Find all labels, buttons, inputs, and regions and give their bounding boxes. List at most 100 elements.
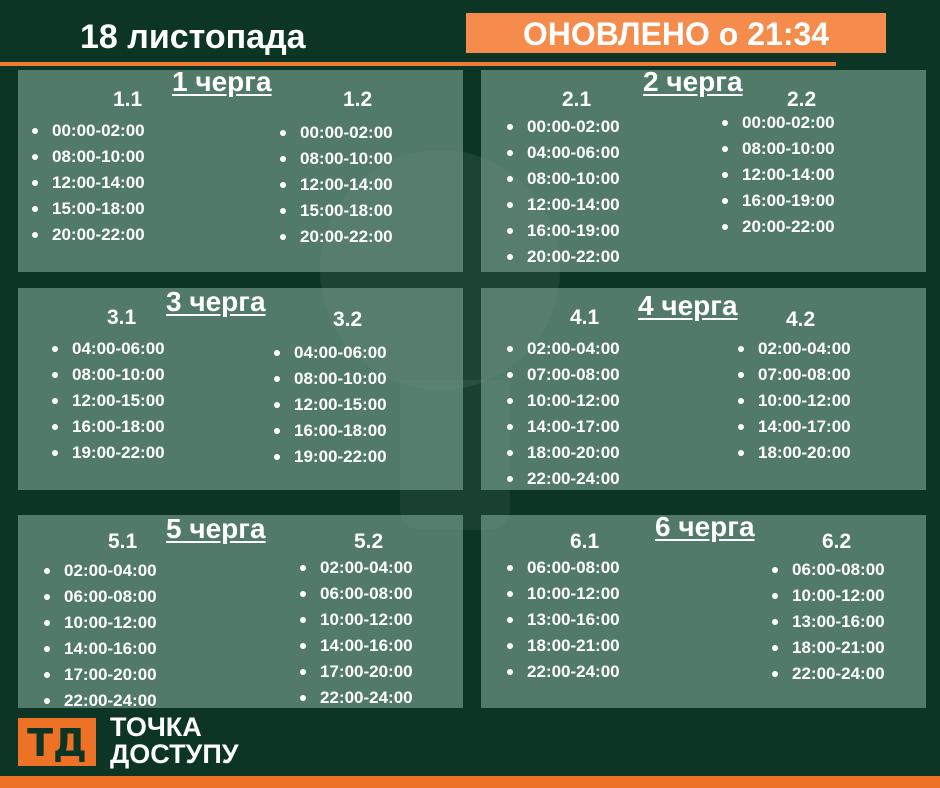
- outage-time-item: 17:00-20:00: [44, 662, 157, 688]
- subqueue-label: 5.2: [354, 530, 384, 553]
- outage-time-item: 12:00-14:00: [507, 192, 620, 218]
- outage-time-item: 08:00-10:00: [52, 362, 165, 388]
- outage-time-item: 06:00-08:00: [507, 555, 620, 581]
- outage-time-item: 08:00-10:00: [32, 144, 145, 170]
- outage-time-item: 10:00-12:00: [44, 610, 157, 636]
- outage-time-item: 10:00-12:00: [772, 583, 885, 609]
- outage-time-item: 18:00-20:00: [507, 440, 620, 466]
- outage-time-item: 12:00-15:00: [52, 388, 165, 414]
- outage-time-item: 12:00-14:00: [722, 162, 835, 188]
- outage-time-list: 04:00-06:00 08:00-10:00 12:00-15:00 16:00-1…: [274, 340, 387, 470]
- queue-title: 2 черга: [643, 66, 743, 97]
- outage-time-item: 18:00-21:00: [507, 633, 620, 659]
- subqueue-label: 4.1: [570, 306, 600, 329]
- outage-time-item: 04:00-06:00: [274, 340, 387, 366]
- outage-time-list: 04:00-06:00 08:00-10:00 12:00-15:00 16:00-1…: [52, 336, 165, 466]
- logo-mark: ТД: [18, 718, 96, 766]
- outage-time-item: 18:00-20:00: [738, 440, 851, 466]
- outage-time-item: 14:00-16:00: [44, 636, 157, 662]
- outage-time-list: 02:00-04:00 07:00-08:00 10:00-12:00 14:00-1…: [738, 336, 851, 466]
- outage-time-list: 00:00-02:00 08:00-10:00 12:00-14:00 15:00-1…: [32, 118, 145, 248]
- subqueue-label: 2.2: [787, 88, 817, 111]
- outage-time-item: 10:00-12:00: [507, 388, 620, 414]
- outage-time-item: 10:00-12:00: [507, 581, 620, 607]
- outage-time-item: 04:00-06:00: [507, 140, 620, 166]
- queue-title: 3 черга: [166, 286, 266, 317]
- outage-time-list: 00:00-02:00 08:00-10:00 12:00-14:00 16:00-1…: [722, 110, 835, 240]
- outage-time-item: 17:00-20:00: [300, 659, 413, 685]
- outage-time-item: 18:00-21:00: [772, 635, 885, 661]
- outage-time-item: 14:00-17:00: [738, 414, 851, 440]
- outage-time-item: 16:00-19:00: [507, 218, 620, 244]
- outage-time-item: 00:00-02:00: [507, 114, 620, 140]
- outage-time-item: 12:00-14:00: [280, 172, 393, 198]
- outage-time-item: 07:00-08:00: [507, 362, 620, 388]
- outage-time-item: 08:00-10:00: [722, 136, 835, 162]
- queue-panel-3: [18, 288, 463, 490]
- outage-time-item: 20:00-22:00: [280, 224, 393, 250]
- logo-line-1: ТОЧКА: [110, 712, 202, 742]
- outage-time-item: 00:00-02:00: [722, 110, 835, 136]
- outage-time-item: 04:00-06:00: [52, 336, 165, 362]
- outage-time-item: 16:00-18:00: [274, 418, 387, 444]
- outage-time-list: 02:00-04:00 07:00-08:00 10:00-12:00 14:00-1…: [507, 336, 620, 492]
- outage-time-item: 08:00-10:00: [507, 166, 620, 192]
- outage-time-item: 22:00-24:00: [772, 661, 885, 687]
- outage-time-item: 12:00-14:00: [32, 170, 145, 196]
- outage-time-item: 12:00-15:00: [274, 392, 387, 418]
- outage-time-item: 20:00-22:00: [722, 214, 835, 240]
- outage-time-item: 16:00-18:00: [52, 414, 165, 440]
- outage-time-item: 10:00-12:00: [738, 388, 851, 414]
- queue-panel-2: [481, 70, 926, 272]
- outage-time-item: 13:00-16:00: [507, 607, 620, 633]
- outage-time-list: 00:00-02:00 08:00-10:00 12:00-14:00 15:00-1…: [280, 120, 393, 250]
- outage-time-item: 22:00-24:00: [507, 659, 620, 685]
- subqueue-label: 1.2: [343, 88, 373, 111]
- outage-time-item: 00:00-02:00: [280, 120, 393, 146]
- queue-title: 1 черга: [172, 66, 272, 97]
- outage-time-list: 02:00-04:00 06:00-08:00 10:00-12:00 14:00-1…: [300, 555, 413, 711]
- outage-time-item: 15:00-18:00: [280, 198, 393, 224]
- logo-text: ТОЧКА ДОСТУПУ: [110, 714, 239, 768]
- outage-time-item: 16:00-19:00: [722, 188, 835, 214]
- outage-time-item: 14:00-16:00: [300, 633, 413, 659]
- outage-time-item: 02:00-04:00: [738, 336, 851, 362]
- outage-time-item: 07:00-08:00: [738, 362, 851, 388]
- subqueue-label: 6.2: [822, 530, 852, 553]
- outage-time-item: 06:00-08:00: [772, 557, 885, 583]
- outage-time-item: 22:00-24:00: [507, 466, 620, 492]
- bottom-bar: [0, 776, 940, 788]
- outage-time-item: 14:00-17:00: [507, 414, 620, 440]
- outage-time-item: 02:00-04:00: [300, 555, 413, 581]
- outage-time-item: 08:00-10:00: [274, 366, 387, 392]
- outage-time-item: 02:00-04:00: [44, 558, 157, 584]
- outage-time-item: 13:00-16:00: [772, 609, 885, 635]
- outage-time-list: 06:00-08:00 10:00-12:00 13:00-16:00 18:00-2…: [507, 555, 620, 685]
- outage-time-item: 19:00-22:00: [52, 440, 165, 466]
- subqueue-label: 2.1: [562, 88, 592, 111]
- queue-panel-1: [18, 70, 463, 272]
- outage-time-item: 20:00-22:00: [32, 222, 145, 248]
- outage-time-item: 22:00-24:00: [44, 688, 157, 714]
- outage-time-item: 15:00-18:00: [32, 196, 145, 222]
- subqueue-label: 3.2: [333, 308, 363, 331]
- subqueue-label: 6.1: [570, 530, 600, 553]
- queue-title: 4 черга: [638, 290, 738, 321]
- queue-panel-5: [18, 515, 463, 708]
- queue-panel-6: [481, 515, 926, 708]
- subqueue-label: 3.1: [107, 306, 137, 329]
- date-title: 18 листопада: [80, 18, 306, 56]
- outage-time-list: 00:00-02:00 04:00-06:00 08:00-10:00 12:00-1…: [507, 114, 620, 270]
- outage-time-item: 20:00-22:00: [507, 244, 620, 270]
- subqueue-label: 1.1: [113, 88, 143, 111]
- outage-time-item: 06:00-08:00: [300, 581, 413, 607]
- outage-time-item: 02:00-04:00: [507, 336, 620, 362]
- outage-time-item: 06:00-08:00: [44, 584, 157, 610]
- subqueue-label: 4.2: [786, 308, 816, 331]
- outage-time-item: 00:00-02:00: [32, 118, 145, 144]
- header-divider: [0, 62, 836, 66]
- queue-title: 5 черга: [166, 513, 266, 544]
- outage-time-item: 19:00-22:00: [274, 444, 387, 470]
- outage-time-list: 02:00-04:00 06:00-08:00 10:00-12:00 14:00-1…: [44, 558, 157, 714]
- outage-time-list: 06:00-08:00 10:00-12:00 13:00-16:00 18:00-2…: [772, 557, 885, 687]
